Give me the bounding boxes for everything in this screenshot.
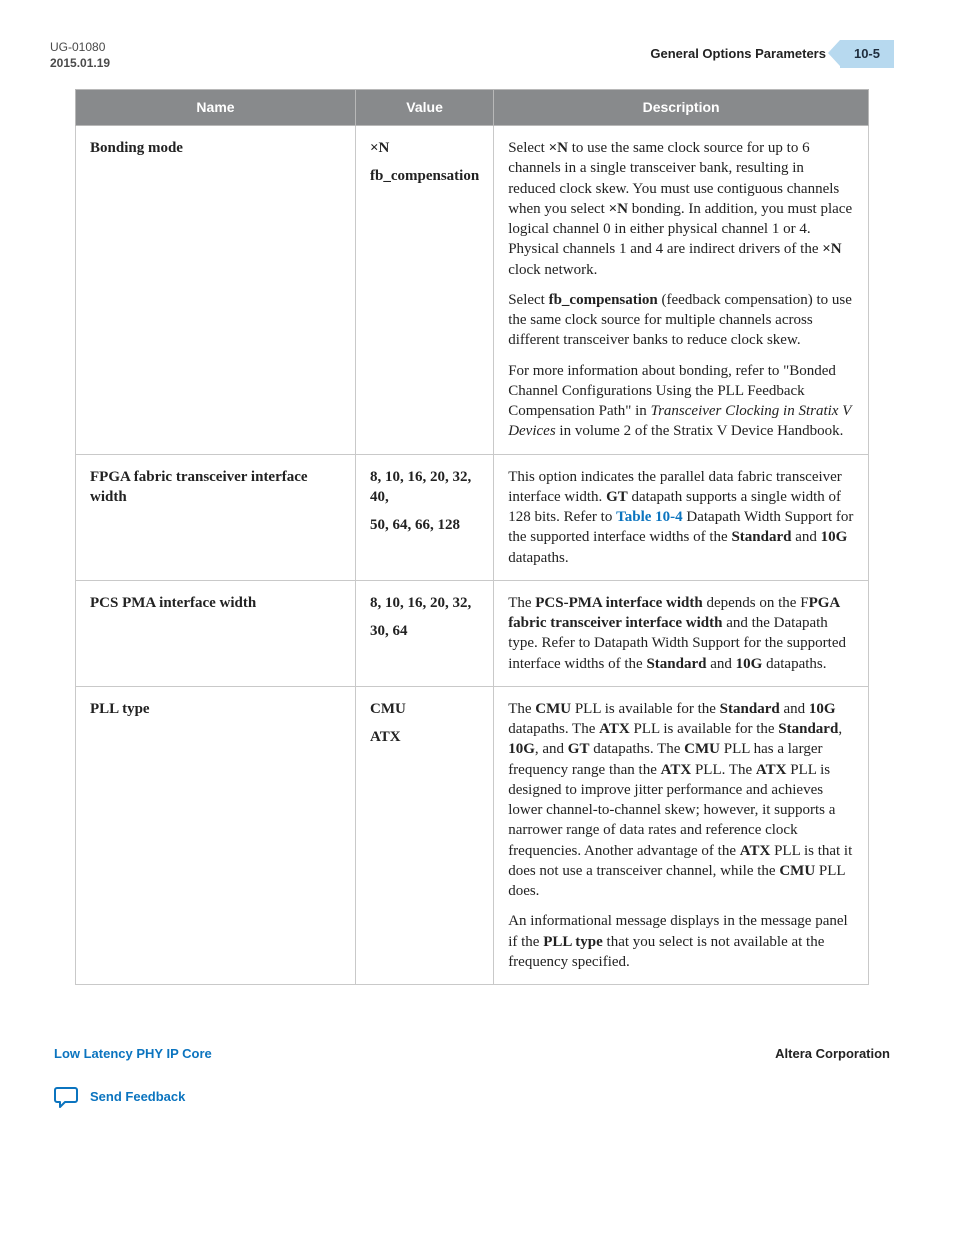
desc-paragraph: The CMU PLL is available for the Standar…	[508, 699, 854, 902]
value-line: CMU	[370, 699, 479, 719]
value-line: 8, 10, 16, 20, 32, 40,	[370, 467, 479, 508]
desc-paragraph: The PCS-PMA interface width depends on t…	[508, 593, 854, 674]
param-name: Bonding mode	[76, 126, 356, 455]
parameters-table: Name Value Description Bonding mode ×N f…	[75, 89, 869, 985]
param-value: 8, 10, 16, 20, 32, 40, 50, 64, 66, 128	[356, 454, 494, 580]
doc-date: 2015.01.19	[50, 56, 110, 72]
param-description: The PCS-PMA interface width depends on t…	[494, 580, 869, 686]
section-title: General Options Parameters	[650, 45, 826, 63]
col-name: Name	[76, 90, 356, 126]
core-link[interactable]: Low Latency PHY IP Core	[54, 1045, 212, 1063]
param-name: PLL type	[76, 686, 356, 984]
table-row: PCS PMA interface width 8, 10, 16, 20, 3…	[76, 580, 869, 686]
table-row: FPGA fabric transceiver interface width …	[76, 454, 869, 580]
desc-paragraph: Select fb_compensation (feedback compens…	[508, 290, 854, 351]
desc-paragraph: This option indicates the parallel data …	[508, 467, 854, 568]
table-row: PLL type CMU ATX The CMU PLL is availabl…	[76, 686, 869, 984]
value-line: ATX	[370, 727, 479, 747]
col-value: Value	[356, 90, 494, 126]
col-description: Description	[494, 90, 869, 126]
param-value: CMU ATX	[356, 686, 494, 984]
table-row: Bonding mode ×N fb_compensation Select ×…	[76, 126, 869, 455]
doc-id: UG-01080	[50, 40, 110, 56]
page-header: UG-01080 2015.01.19 General Options Para…	[50, 40, 894, 71]
value-line: 50, 64, 66, 128	[370, 515, 479, 535]
desc-paragraph: An informational message displays in the…	[508, 911, 854, 972]
footer-top: Low Latency PHY IP Core Altera Corporati…	[54, 1045, 890, 1063]
desc-paragraph: Select ×N to use the same clock source f…	[508, 138, 854, 280]
value-line: fb_compensation	[370, 166, 479, 186]
header-left: UG-01080 2015.01.19	[50, 40, 110, 71]
page-number-badge: 10-5	[840, 40, 894, 68]
param-name: PCS PMA interface width	[76, 580, 356, 686]
value-line: 8, 10, 16, 20, 32,	[370, 593, 479, 613]
param-description: The CMU PLL is available for the Standar…	[494, 686, 869, 984]
speech-bubble-icon	[54, 1085, 80, 1109]
value-line: 30, 64	[370, 621, 479, 641]
document-page: UG-01080 2015.01.19 General Options Para…	[0, 0, 954, 1139]
header-right: General Options Parameters 10-5	[650, 40, 894, 68]
param-value: ×N fb_compensation	[356, 126, 494, 455]
desc-paragraph: For more information about bonding, refe…	[508, 361, 854, 442]
value-line: ×N	[370, 138, 479, 158]
table-header-row: Name Value Description	[76, 90, 869, 126]
param-name: FPGA fabric transceiver interface width	[76, 454, 356, 580]
param-value: 8, 10, 16, 20, 32, 30, 64	[356, 580, 494, 686]
param-description: This option indicates the parallel data …	[494, 454, 869, 580]
send-feedback[interactable]: Send Feedback	[54, 1085, 890, 1109]
param-description: Select ×N to use the same clock source f…	[494, 126, 869, 455]
corporation-label: Altera Corporation	[775, 1045, 890, 1063]
send-feedback-link[interactable]: Send Feedback	[90, 1088, 185, 1106]
table-ref-link[interactable]: Table 10-4	[616, 509, 683, 525]
page-footer: Low Latency PHY IP Core Altera Corporati…	[50, 1045, 894, 1109]
